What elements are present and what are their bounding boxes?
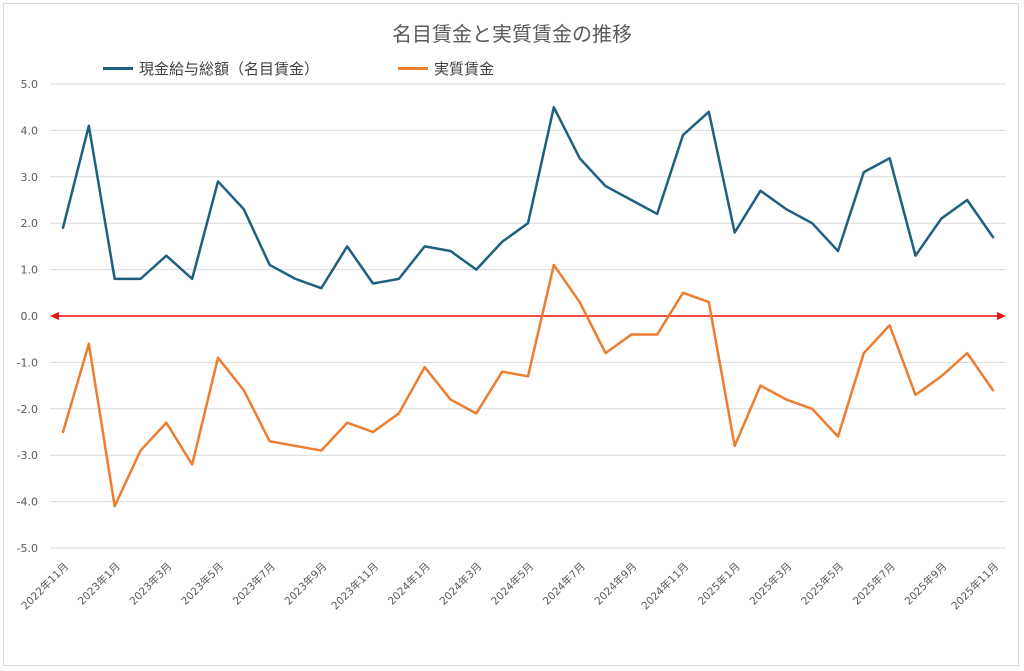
y-tick-label: 1.0 [21,264,39,277]
x-tick-label: 2025年3月 [747,560,795,608]
x-axis-ticks: 2022年11月 2023年1月 2023年3月 2023年5月 2023年7月 2023… [19,560,1001,612]
chart-frame [3,3,1019,666]
x-tick-label: 2023年1月 [75,560,123,608]
y-tick-label: -1.0 [17,356,38,369]
y-tick-label: 5.0 [21,78,39,91]
x-tick-label: 2025年5月 [798,560,846,608]
y-tick-label: -4.0 [17,496,38,509]
y-tick-label: -2.0 [17,403,38,416]
x-tick-label: 2022年11月 [19,560,71,612]
y-tick-label: 0.0 [21,310,39,323]
x-tick-label: 2023年5月 [178,560,226,608]
x-tick-label: 2024年1月 [385,560,433,608]
y-tick-label: -3.0 [17,449,38,462]
zero-axis-arrow-right [997,312,1006,320]
x-tick-label: 2023年3月 [127,560,175,608]
x-tick-label: 2024年11月 [639,560,691,612]
x-tick-label: 2023年7月 [230,560,278,608]
zero-axis [50,312,1006,320]
legend-label-nominal: 現金給与総額（名目賃金） [139,60,320,78]
y-axis-ticks: 5.0 4.0 3.0 2.0 1.0 0.0 -1.0 -2.0 -3.0 -4.0 -5.0 [17,78,38,555]
x-tick-label: 2024年9月 [592,560,640,608]
x-tick-label: 2025年9月 [902,560,950,608]
x-tick-label: 2025年11月 [949,560,1001,612]
x-tick-label: 2024年3月 [437,560,485,608]
x-tick-label: 2023年11月 [329,560,381,612]
x-tick-label: 2023年9月 [282,560,330,608]
series-line-0 [61,105,995,290]
x-tick-label: 2025年1月 [695,560,743,608]
legend-swatch-nominal [103,67,133,70]
y-tick-label: 4.0 [21,124,39,137]
series-lines [61,105,995,508]
legend: 現金給与総額（名目賃金） 実質賃金 [0,58,1024,80]
legend-item-nominal: 現金給与総額（名目賃金） [103,58,319,79]
y-tick-label: 2.0 [21,217,39,230]
series-line-1 [61,263,995,508]
chart-title: 名目賃金と実質賃金の推移 [392,22,632,46]
zero-axis-arrow-left [50,312,59,320]
x-tick-label: 2024年7月 [540,560,588,608]
legend-item-real: 実質賃金 [398,58,494,79]
legend-swatch-real [398,67,428,70]
y-tick-label: 3.0 [21,171,39,184]
x-tick-label: 2025年7月 [850,560,898,608]
y-tick-label: -5.0 [17,542,38,555]
legend-label-real: 実質賃金 [434,60,495,78]
x-tick-label: 2024年5月 [488,560,536,608]
